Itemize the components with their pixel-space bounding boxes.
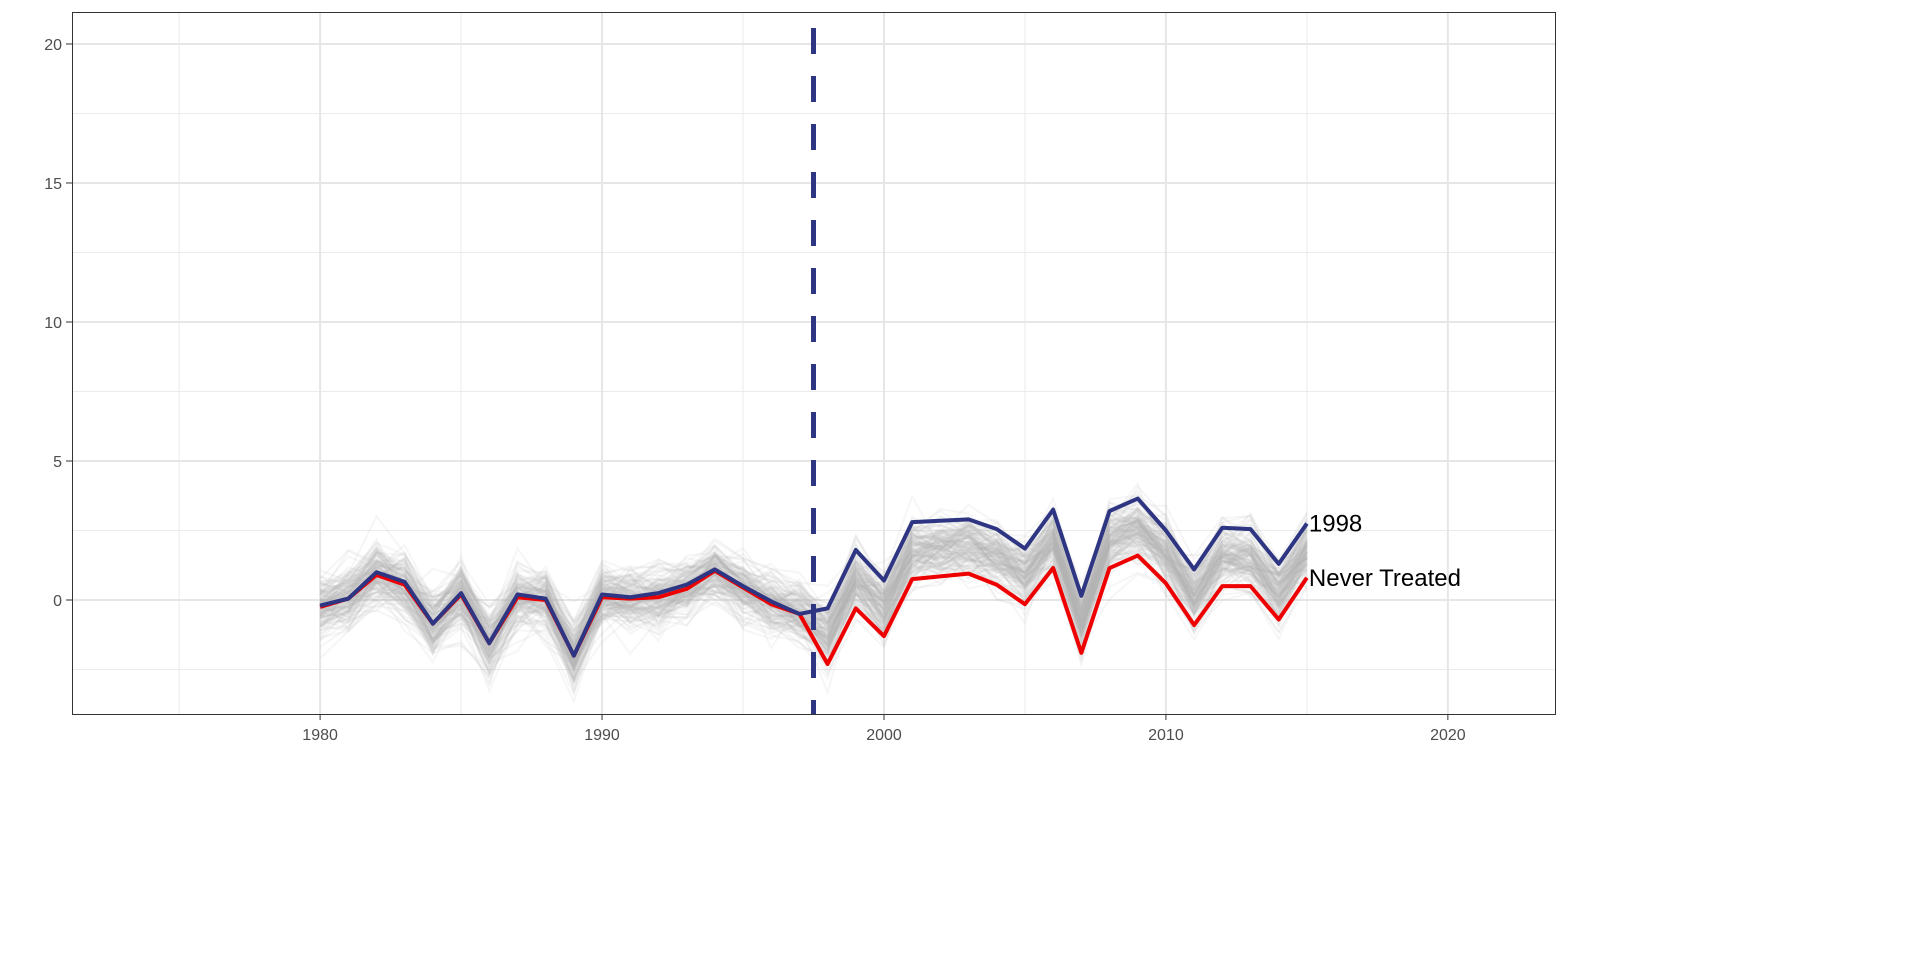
series-lines: Never Treated 1998 <box>319 496 1461 666</box>
placebo-line <box>319 543 1308 681</box>
axes: 1980 1990 2000 2010 2020 0 5 10 15 20 <box>44 37 1466 744</box>
y-tick-label: 5 <box>53 454 62 471</box>
placebo-line <box>319 523 1308 647</box>
placebo-line <box>319 525 1308 660</box>
placebo-line <box>319 507 1308 638</box>
placebo-line <box>319 494 1308 633</box>
placebo-line <box>319 532 1308 664</box>
placebo-line <box>319 489 1308 647</box>
placebo-line <box>319 543 1308 697</box>
placebo-line <box>319 533 1308 663</box>
series-line-1998 <box>319 496 1309 658</box>
placebo-line <box>320 525 1308 674</box>
placebo-line <box>319 536 1308 681</box>
placebo-line <box>319 530 1308 684</box>
x-tick-label: 2020 <box>1430 727 1466 744</box>
placebo-line <box>319 508 1308 648</box>
placebo-line <box>319 528 1308 659</box>
placebo-line <box>319 526 1308 658</box>
placebo-line <box>319 496 1308 632</box>
y-tick-label: 10 <box>44 315 62 332</box>
x-tick-label: 2000 <box>866 727 902 744</box>
x-tick-label: 2010 <box>1148 727 1184 744</box>
series-end-label: Never Treated <box>1309 565 1461 592</box>
placebo-line <box>319 519 1308 633</box>
placebo-line <box>320 500 1308 639</box>
y-tick-label: 15 <box>44 176 62 193</box>
y-tick-label: 20 <box>44 37 62 54</box>
placebo-line <box>319 505 1308 651</box>
placebo-line <box>319 516 1308 643</box>
x-tick-label: 1990 <box>584 727 620 744</box>
x-tick-label: 1980 <box>302 727 338 744</box>
placebo-line <box>319 541 1308 694</box>
placebo-line <box>319 545 1308 667</box>
placebo-line <box>319 549 1308 705</box>
placebo-line <box>319 533 1308 675</box>
placebo-line <box>319 508 1308 646</box>
placebo-line <box>320 532 1308 667</box>
placebo-line <box>319 526 1308 679</box>
placebo-line <box>319 523 1308 674</box>
plot-panel-border <box>72 12 1556 715</box>
placebo-line <box>319 517 1308 661</box>
placebo-line <box>319 505 1308 648</box>
placebo-line <box>319 517 1308 659</box>
y-tick-label: 0 <box>53 593 62 610</box>
placebo-line <box>319 515 1308 665</box>
series-end-label: 1998 <box>1309 511 1362 538</box>
placebo-line <box>319 516 1308 658</box>
